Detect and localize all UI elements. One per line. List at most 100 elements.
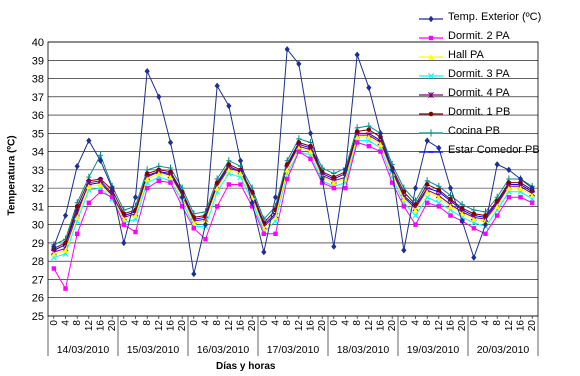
data-point bbox=[202, 221, 209, 228]
data-point bbox=[424, 189, 430, 195]
data-point bbox=[471, 211, 477, 217]
data-point bbox=[471, 226, 477, 231]
data-point bbox=[109, 184, 115, 192]
x-hour-tick-label: 16 bbox=[516, 320, 527, 332]
x-axis-label: Días y horas bbox=[216, 361, 276, 372]
data-point bbox=[296, 140, 302, 145]
x-hour-tick-label: 12 bbox=[504, 320, 515, 332]
data-point bbox=[284, 176, 290, 182]
data-point bbox=[51, 251, 57, 257]
x-hour-tick-label: 8 bbox=[212, 320, 223, 326]
data-point bbox=[412, 184, 419, 192]
legend-entry: Dormit. 2 PA bbox=[418, 29, 580, 48]
legend-label: Dormit. 3 PA bbox=[448, 68, 510, 80]
series-line bbox=[53, 48, 533, 275]
data-point bbox=[518, 195, 523, 200]
data-point bbox=[401, 204, 407, 209]
legend-entry: Dormit. 1 PB bbox=[418, 105, 580, 124]
data-point bbox=[237, 170, 244, 177]
legend-swatch bbox=[419, 111, 443, 117]
data-point bbox=[249, 199, 255, 206]
series-layer bbox=[50, 46, 536, 291]
data-point bbox=[471, 254, 477, 261]
data-point bbox=[237, 157, 244, 164]
data-point bbox=[109, 195, 115, 200]
data-point bbox=[132, 194, 139, 201]
data-point bbox=[436, 187, 442, 193]
x-hour-tick-label: 0 bbox=[329, 320, 340, 326]
data-point bbox=[412, 207, 419, 213]
data-point bbox=[261, 248, 267, 256]
legend-swatch bbox=[419, 54, 443, 60]
data-point bbox=[191, 226, 197, 231]
data-point bbox=[428, 35, 434, 41]
data-point bbox=[214, 185, 220, 191]
data-point bbox=[203, 237, 208, 242]
data-point bbox=[459, 211, 465, 217]
data-point bbox=[261, 231, 267, 236]
data-point bbox=[238, 182, 243, 187]
data-point bbox=[389, 180, 395, 185]
data-point bbox=[307, 130, 314, 137]
legend-entry: Cocina PB bbox=[418, 124, 580, 143]
legend-swatch bbox=[419, 15, 443, 23]
data-point bbox=[377, 141, 384, 147]
y-tick-label: 30 bbox=[32, 220, 44, 232]
data-point bbox=[331, 180, 337, 186]
data-point bbox=[319, 175, 325, 183]
data-point bbox=[354, 129, 360, 134]
data-point bbox=[436, 144, 442, 152]
series-line bbox=[53, 125, 533, 246]
data-point bbox=[494, 161, 500, 168]
data-point bbox=[144, 185, 150, 191]
data-point bbox=[401, 196, 407, 202]
legend-label: Cocina PB bbox=[448, 125, 500, 137]
x-hour-tick-label: 20 bbox=[177, 320, 188, 332]
data-point bbox=[144, 171, 150, 176]
data-point bbox=[63, 286, 68, 291]
data-point bbox=[529, 184, 535, 192]
data-point bbox=[249, 204, 255, 209]
legend-entry: Dormit. 3 PA bbox=[418, 67, 580, 86]
legend-swatch bbox=[419, 73, 443, 79]
y-tick-label: 40 bbox=[32, 37, 44, 49]
y-tick-label: 37 bbox=[32, 92, 44, 104]
data-point bbox=[428, 54, 434, 60]
x-hour-tick-label: 8 bbox=[422, 320, 433, 326]
data-point bbox=[436, 194, 442, 200]
data-point bbox=[424, 182, 430, 187]
data-point bbox=[401, 247, 407, 254]
legend-label: Temp. Exterior (ºC) bbox=[448, 11, 542, 23]
data-point bbox=[319, 180, 325, 185]
x-hour-tick-label: 20 bbox=[527, 320, 538, 332]
data-point bbox=[366, 143, 372, 149]
data-point bbox=[308, 143, 313, 149]
data-point bbox=[144, 176, 150, 182]
data-point bbox=[167, 174, 174, 180]
data-point bbox=[354, 51, 360, 58]
legend-swatch bbox=[419, 92, 443, 98]
chart-legend: Temp. Exterior (ºC) Dormit. 2 PA Hall PA Do… bbox=[418, 10, 580, 162]
data-point bbox=[518, 180, 523, 185]
data-point bbox=[168, 180, 173, 185]
data-point bbox=[273, 231, 278, 236]
y-tick-label: 25 bbox=[32, 311, 44, 323]
data-point bbox=[506, 185, 512, 191]
legend-label: Dormit. 1 PB bbox=[448, 106, 511, 118]
data-point bbox=[428, 15, 434, 23]
data-point bbox=[413, 222, 418, 227]
data-point bbox=[428, 129, 434, 137]
x-day-label: 20/03/2010 bbox=[477, 344, 530, 356]
y-axis-label: Temperatura (ºC) bbox=[6, 135, 18, 216]
data-point bbox=[471, 216, 477, 222]
x-hour-tick-label: 12 bbox=[154, 320, 165, 332]
data-point bbox=[272, 214, 279, 220]
data-point bbox=[296, 60, 302, 68]
x-hour-tick-label: 12 bbox=[294, 320, 305, 332]
data-point bbox=[331, 243, 337, 250]
data-point bbox=[354, 134, 360, 140]
x-hour-tick-label: 0 bbox=[49, 320, 60, 326]
data-point bbox=[226, 162, 232, 167]
x-day-label: 17/03/2010 bbox=[267, 344, 320, 356]
